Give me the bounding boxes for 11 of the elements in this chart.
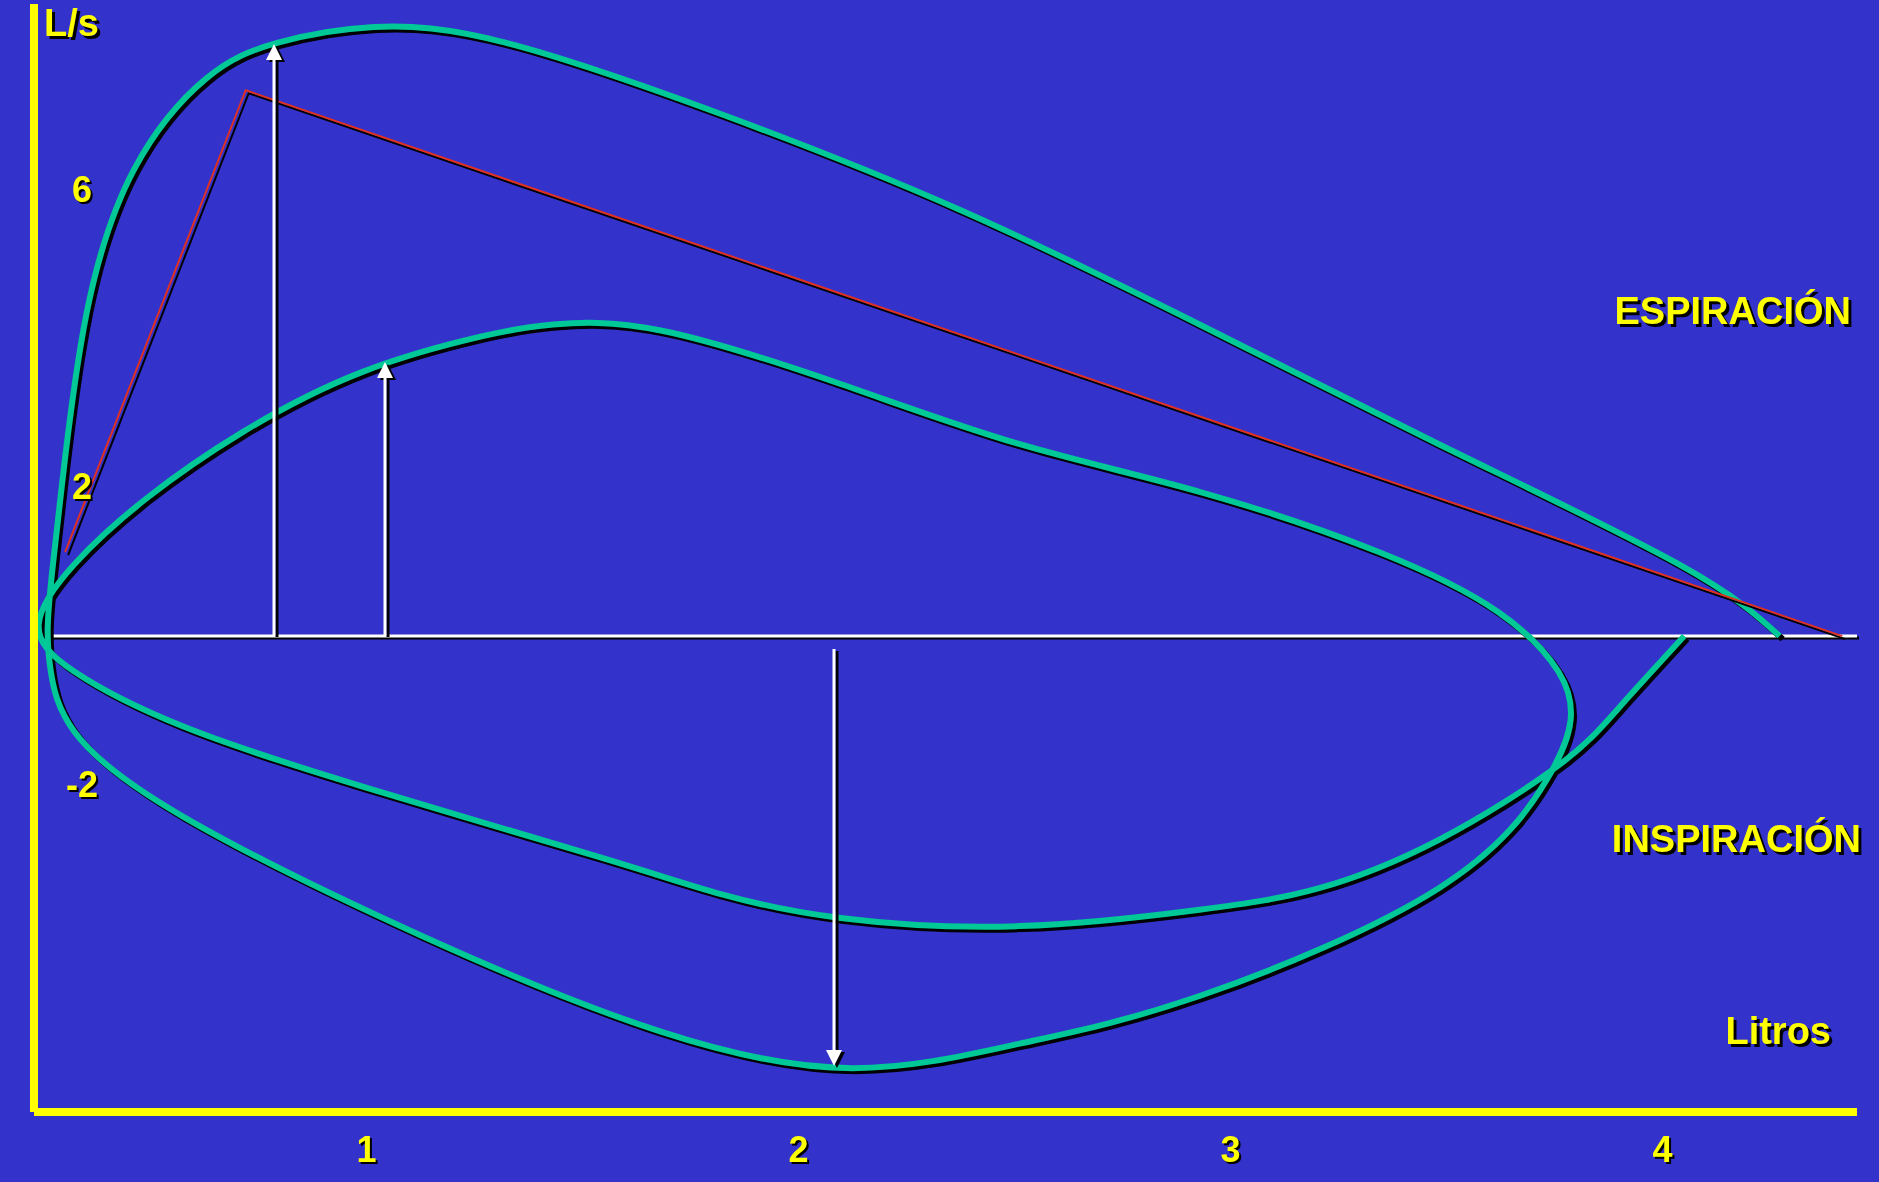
y-tick-label: 2 xyxy=(71,466,93,508)
y-axis-title: L/s xyxy=(44,2,99,45)
x-tick-label: 4 xyxy=(1652,1129,1673,1170)
y-tick-label: 6 xyxy=(71,168,93,210)
annotation: ESPIRACIÓN xyxy=(1614,290,1851,333)
x-tick-label: 3 xyxy=(1220,1129,1241,1170)
y-tick-label: -2 xyxy=(65,763,99,805)
x-tick-label: 1 xyxy=(356,1129,377,1170)
x-tick-label: 2 xyxy=(788,1129,809,1170)
x-axis-title: Litros xyxy=(1725,1010,1831,1053)
annotation: INSPIRACIÓN xyxy=(1611,818,1861,861)
